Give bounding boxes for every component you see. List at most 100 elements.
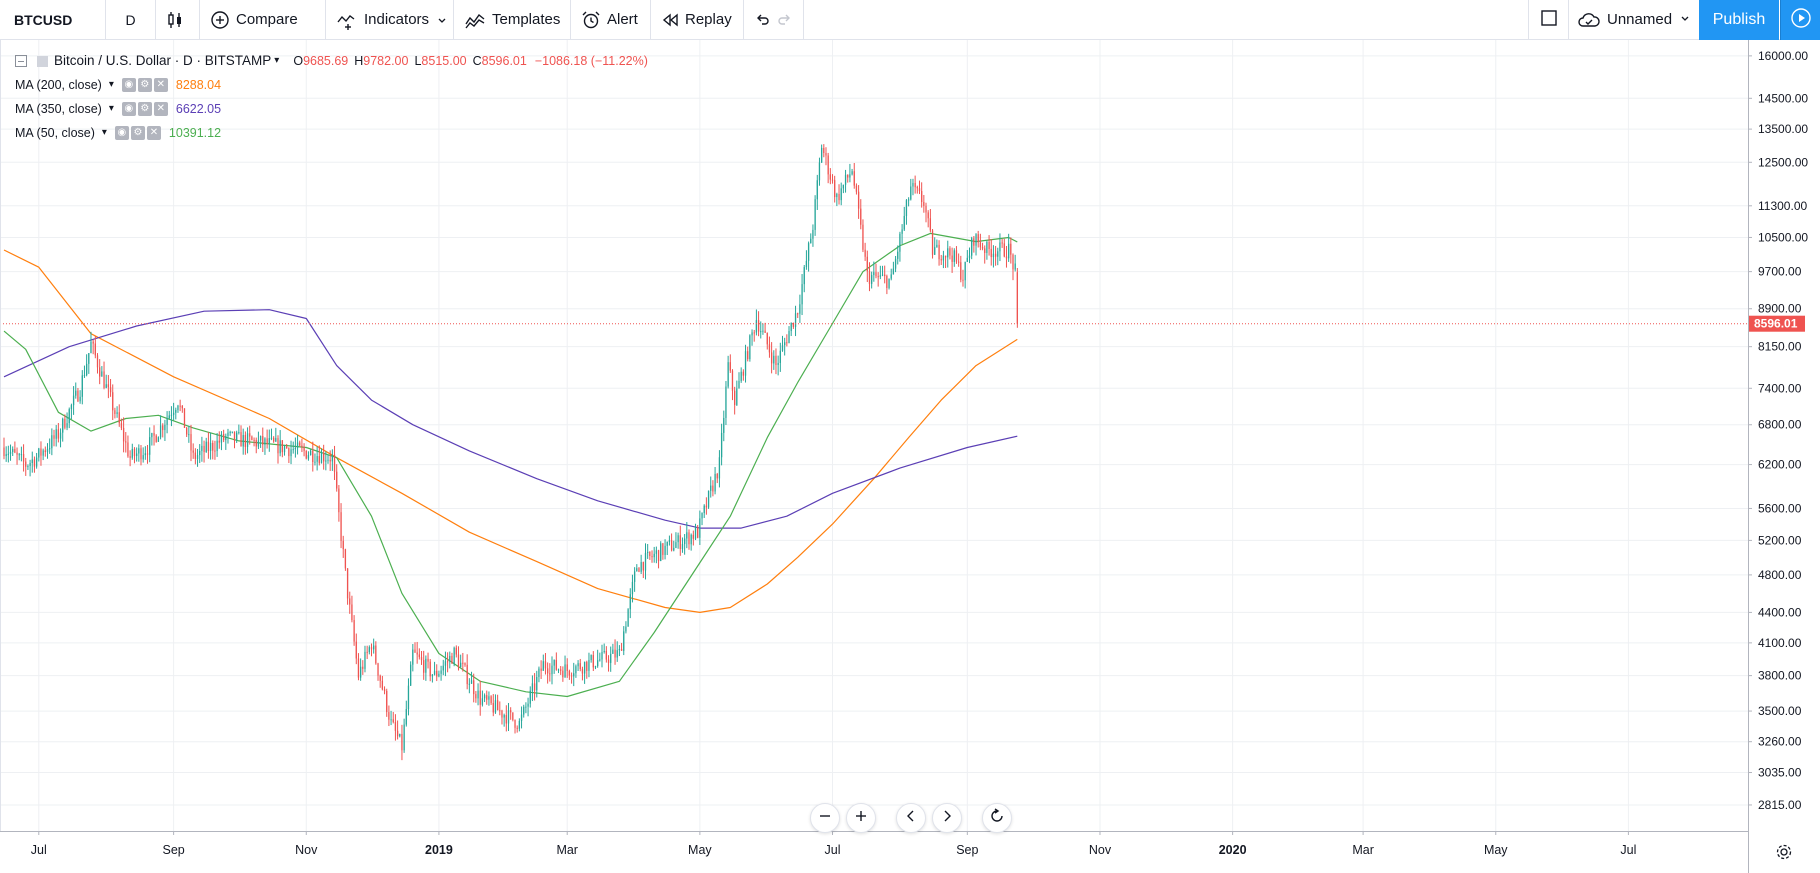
chevron-down-icon[interactable]: ▾ bbox=[274, 55, 280, 66]
candle-body bbox=[1010, 243, 1012, 255]
candle-body bbox=[159, 425, 162, 438]
candle-body bbox=[594, 666, 597, 668]
candle-body bbox=[77, 390, 79, 402]
price-tick-label: 7400.00 bbox=[1758, 381, 1802, 395]
candle-body bbox=[166, 418, 168, 425]
eye-icon[interactable]: ◉ bbox=[121, 102, 136, 116]
candle-body bbox=[203, 445, 205, 453]
gear-icon[interactable]: ⚙ bbox=[137, 102, 152, 116]
ma-350-line bbox=[3, 309, 1018, 529]
chevron-down-icon[interactable]: ▾ bbox=[101, 127, 107, 138]
chevron-down-icon[interactable]: ▾ bbox=[108, 103, 114, 114]
candle-body bbox=[325, 460, 327, 462]
candle-body bbox=[22, 454, 25, 462]
candle-body bbox=[70, 405, 73, 410]
close-icon[interactable]: ✕ bbox=[146, 126, 161, 140]
close-icon[interactable]: ✕ bbox=[153, 78, 168, 92]
replay-button[interactable]: Replay bbox=[651, 0, 744, 40]
compare-button[interactable]: Compare bbox=[200, 0, 326, 40]
candle-body bbox=[257, 440, 260, 447]
drawing-mode-button[interactable] bbox=[1529, 0, 1569, 40]
candle-body bbox=[270, 437, 273, 439]
candle-body bbox=[205, 441, 207, 453]
eye-icon[interactable]: ◉ bbox=[114, 126, 129, 140]
price-chart[interactable]: 16000.00 14500.00 13500.00 12500.00 11300.00… bbox=[0, 40, 1820, 873]
price-tick-label: 6800.00 bbox=[1758, 418, 1802, 432]
reset-chart-button[interactable] bbox=[982, 803, 1012, 833]
chart-type-button[interactable] bbox=[156, 0, 200, 40]
candle-body bbox=[262, 436, 264, 445]
publish-button[interactable]: Publish bbox=[1699, 0, 1779, 40]
candle-body bbox=[1001, 242, 1003, 244]
cloud-icon bbox=[1577, 11, 1601, 29]
nav-gap bbox=[882, 803, 890, 833]
layout-save-button[interactable]: Unnamed bbox=[1569, 0, 1703, 40]
close-icon[interactable]: ✕ bbox=[153, 102, 168, 116]
candle-body bbox=[312, 450, 314, 462]
undo-icon[interactable] bbox=[753, 9, 771, 31]
candle-body bbox=[414, 649, 416, 653]
candle-body bbox=[546, 668, 549, 674]
templates-button[interactable]: Templates bbox=[454, 0, 571, 40]
candle-body bbox=[105, 384, 107, 388]
candle-body bbox=[529, 690, 531, 704]
redo-icon[interactable] bbox=[776, 9, 794, 31]
gear-icon[interactable]: ⚙ bbox=[130, 126, 145, 140]
candle-body bbox=[214, 450, 216, 452]
candle-body bbox=[864, 249, 866, 257]
candle-body bbox=[525, 706, 527, 708]
candle-body bbox=[488, 696, 490, 700]
chart-area[interactable]: 16000.00 14500.00 13500.00 12500.00 11300.00… bbox=[0, 40, 1820, 873]
price-tick-label: 10500.00 bbox=[1758, 230, 1808, 244]
price-tick-label: 4400.00 bbox=[1758, 605, 1802, 619]
eye-icon[interactable]: ◉ bbox=[121, 78, 136, 92]
symbol-search-button[interactable]: BTCUSD bbox=[0, 0, 106, 40]
candle-body bbox=[553, 659, 555, 666]
candle-body bbox=[814, 199, 816, 230]
candle-body bbox=[368, 647, 370, 653]
compare-label: Compare bbox=[236, 11, 298, 28]
candle-body bbox=[762, 330, 764, 332]
candle-body bbox=[412, 649, 414, 665]
legend-indicator-row[interactable]: MA (200, close) ▾ ◉ ⚙ ✕ 8288.04 bbox=[15, 73, 648, 97]
candle-body bbox=[122, 427, 125, 442]
gear-icon[interactable]: ⚙ bbox=[137, 78, 152, 92]
candle-body bbox=[897, 251, 899, 259]
legend-main-row[interactable]: Bitcoin / U.S. Dollar · D · BITSTAMP ▾ O… bbox=[15, 49, 648, 73]
scroll-right-button[interactable] bbox=[932, 803, 962, 833]
publish-label: Publish bbox=[1712, 11, 1766, 28]
candle-body bbox=[533, 683, 536, 691]
interval-button[interactable]: D bbox=[106, 0, 156, 40]
publish-video-button[interactable] bbox=[1780, 0, 1820, 40]
candle-body bbox=[244, 435, 247, 447]
candle-body bbox=[847, 174, 849, 178]
axis-settings-gear-icon[interactable] bbox=[1776, 844, 1792, 860]
candle-body bbox=[438, 673, 440, 677]
candle-body bbox=[236, 432, 238, 441]
legend-indicator-row[interactable]: MA (350, close) ▾ ◉ ⚙ ✕ 6622.05 bbox=[15, 97, 648, 121]
candle-body bbox=[431, 674, 434, 677]
zoom-in-button[interactable] bbox=[846, 803, 876, 833]
candle-body bbox=[494, 700, 497, 713]
indicator-name: MA (200, close) bbox=[15, 78, 102, 92]
candle-body bbox=[899, 233, 901, 252]
zoom-out-button[interactable] bbox=[810, 803, 840, 833]
candle-body bbox=[923, 201, 925, 206]
legend-indicator-row[interactable]: MA (50, close) ▾ ◉ ⚙ ✕ 10391.12 bbox=[15, 121, 648, 145]
candle-body bbox=[962, 279, 964, 281]
candle-body bbox=[910, 186, 912, 200]
candle-body bbox=[68, 409, 70, 424]
chevron-down-icon[interactable]: ▾ bbox=[108, 79, 114, 90]
candle-body bbox=[940, 259, 942, 261]
indicators-button[interactable]: Indicators bbox=[326, 0, 454, 40]
candle-body bbox=[588, 660, 590, 671]
candle-body bbox=[723, 417, 725, 433]
scroll-left-button[interactable] bbox=[896, 803, 926, 833]
collapse-icon[interactable] bbox=[15, 55, 27, 67]
candle-body bbox=[338, 488, 340, 513]
candle-body bbox=[192, 450, 194, 453]
candle-body bbox=[692, 534, 694, 539]
candle-body bbox=[827, 155, 829, 175]
alert-button[interactable]: Alert bbox=[571, 0, 651, 40]
candle-body bbox=[305, 450, 307, 459]
